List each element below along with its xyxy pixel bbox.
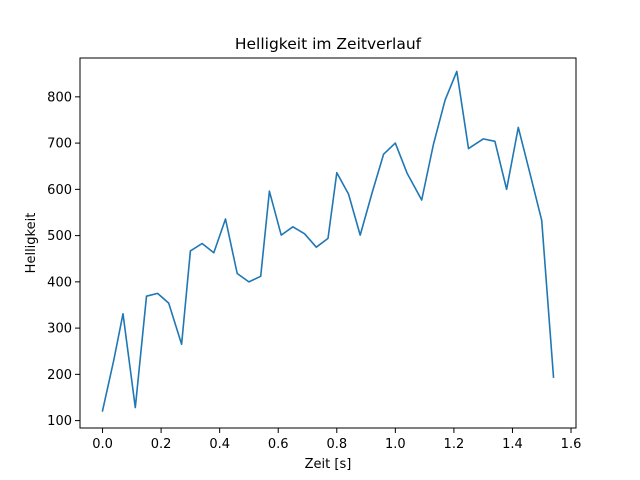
x-tick-label: 0.0 [92, 437, 113, 452]
x-tick-label: 0.4 [209, 437, 230, 452]
y-tick-label: 300 [47, 322, 72, 337]
x-tick-label: 1.0 [385, 437, 406, 452]
x-axis-ticks: 0.0 0.2 0.4 0.6 0.8 1.0 1.2 1.4 1.6 [92, 428, 581, 452]
x-tick-label: 1.2 [444, 437, 465, 452]
y-tick-label: 400 [47, 275, 72, 290]
chart-title: Helligkeit im Zeitverlauf [235, 35, 422, 53]
y-axis-ticks: 100 200 300 400 500 600 700 800 [47, 90, 80, 429]
x-tick-label: 0.8 [326, 437, 347, 452]
y-tick-label: 700 [47, 137, 72, 152]
x-tick-label: 0.2 [151, 437, 172, 452]
y-tick-label: 100 [47, 414, 72, 429]
y-tick-label: 800 [47, 90, 72, 105]
y-tick-label: 200 [47, 368, 72, 383]
x-axis-label: Zeit [s] [305, 457, 352, 472]
series-line [101, 70, 555, 412]
plot-frame [79, 57, 577, 429]
x-tick-label: 0.6 [268, 437, 289, 452]
y-axis-label: Helligkeit [24, 213, 39, 274]
plot-area [101, 70, 555, 412]
y-tick-label: 600 [47, 183, 72, 198]
y-tick-label: 500 [47, 229, 72, 244]
x-tick-label: 1.6 [561, 437, 582, 452]
x-tick-label: 1.4 [502, 437, 523, 452]
